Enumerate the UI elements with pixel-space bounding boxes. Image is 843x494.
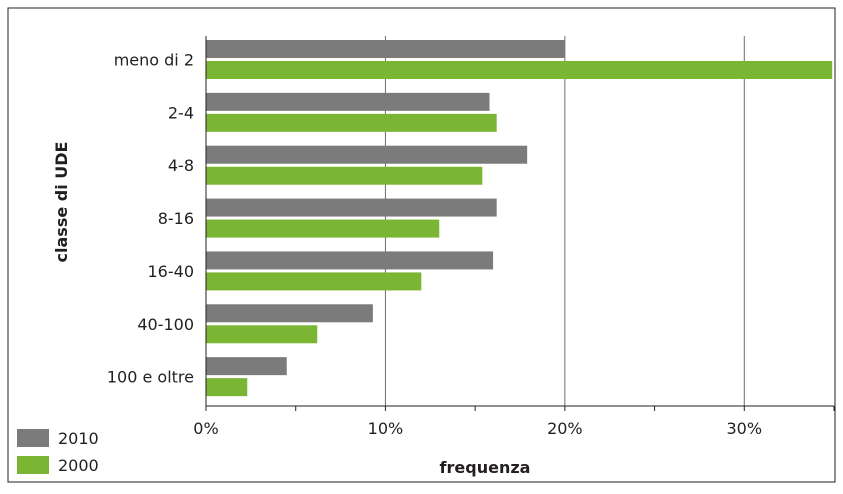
- bar-2010-3: [206, 198, 497, 217]
- category-label: 4-8: [168, 156, 194, 175]
- x-axis-title: frequenza: [440, 458, 531, 477]
- bar-2000-5: [206, 325, 318, 344]
- y-axis-title: classe di UDE: [52, 142, 71, 263]
- bar-2000-4: [206, 272, 422, 291]
- category-label: meno di 2: [114, 51, 194, 70]
- legend-label-2010: 2010: [58, 429, 99, 448]
- category-label: 16-40: [148, 262, 195, 281]
- bar-2010-0: [206, 40, 565, 58]
- axes: [205, 36, 835, 411]
- bar-2000-3: [206, 219, 440, 238]
- bar-2000-1: [206, 113, 497, 132]
- legend-swatch-2000: [17, 456, 49, 474]
- x-tick-label: 30%: [727, 419, 763, 438]
- category-labels: meno di 2 2-4 4-8 8-16 16-40 40-100 100 e oltr…: [107, 51, 194, 387]
- category-label: 8-16: [158, 209, 194, 228]
- x-tick-labels: 0% 10% 20% 30%: [193, 419, 762, 438]
- x-tick-label: 0%: [193, 419, 218, 438]
- bar-2010-2: [206, 145, 528, 164]
- x-tick-label: 20%: [547, 419, 583, 438]
- legend-swatch-2010: [17, 429, 49, 447]
- chart-border: [7, 7, 836, 483]
- bar-2010-4: [206, 251, 494, 270]
- legend-label-2000: 2000: [58, 456, 99, 475]
- category-label: 100 e oltre: [107, 368, 194, 387]
- bar-2010-6: [206, 357, 287, 376]
- bar-2010-5: [206, 304, 373, 323]
- bar-2000-0: [206, 61, 833, 79]
- bar-2010-1: [206, 92, 490, 111]
- legend: 2010 2000: [17, 429, 99, 475]
- bar-2000-6: [206, 378, 248, 397]
- bar-2000-2: [206, 166, 483, 185]
- category-label: 2-4: [168, 103, 194, 122]
- bars: [206, 40, 833, 397]
- category-label: 40-100: [137, 315, 194, 334]
- x-tick-label: 10%: [368, 419, 404, 438]
